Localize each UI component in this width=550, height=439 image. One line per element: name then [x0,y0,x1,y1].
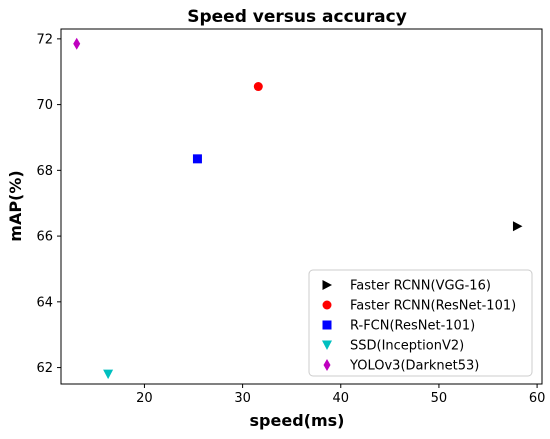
x-axis-ticks: 20 30 40 50 60 [136,384,545,406]
legend-marker [322,320,332,330]
y-tick-label: 66 [36,230,53,245]
legend-marker [322,280,332,290]
x-tick-label: 50 [431,391,448,406]
x-tick-label: 30 [234,391,251,406]
y-axis-label: mAP(%) [6,170,25,241]
y-axis-ticks: 62 64 66 68 70 72 [36,32,61,376]
data-point [512,221,523,232]
x-axis-label: speed(ms) [250,411,345,430]
plot-area [60,28,543,385]
legend-label: Faster RCNN(ResNet-101) [350,299,516,314]
legend-label: Faster RCNN(VGG-16) [350,279,491,294]
y-tick-label: 64 [36,295,53,310]
data-point [192,154,202,164]
legend: Faster RCNN(VGG-16) Faster RCNN(ResNet-10… [308,269,533,377]
data-point [253,82,263,92]
y-tick-label: 70 [36,98,53,113]
legend-marker [322,300,332,310]
data-points [73,37,523,380]
x-tick-label: 60 [529,391,546,406]
y-tick-label: 72 [36,32,53,47]
y-tick-label: 68 [36,164,53,179]
data-point [73,37,81,50]
legend-label: R-FCN(ResNet-101) [350,319,475,334]
legend-label: SSD(InceptionV2) [350,339,464,354]
chart-title: Speed versus accuracy [187,7,407,27]
x-tick-label: 40 [332,391,349,406]
legend-marker [323,359,331,371]
x-tick-label: 20 [136,391,153,406]
legend-box [308,269,533,377]
legend-marker [322,340,332,350]
data-point [103,369,114,380]
y-tick-label: 62 [36,361,53,376]
legend-label: YOLOv3(Darknet53) [349,359,479,374]
